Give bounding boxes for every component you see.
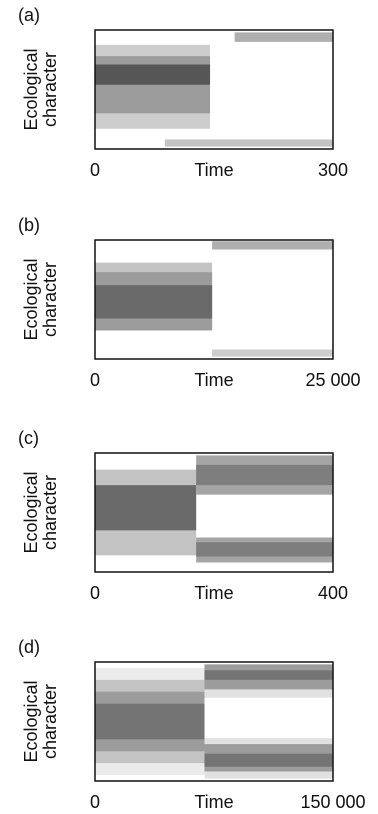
panel: (b) Ecological character Time 0 25 000 — [18, 215, 361, 390]
panel-label: (c) — [18, 428, 39, 448]
heat-cell — [234, 32, 333, 42]
y-axis-label: character — [40, 262, 60, 337]
y-axis-label: Ecological — [21, 258, 41, 340]
x-tick-label: 0 — [90, 370, 100, 390]
heat-cell — [212, 349, 333, 357]
heat-cell — [196, 542, 333, 557]
y-axis-label: Ecological — [21, 48, 41, 130]
x-axis-label: Time — [194, 370, 233, 390]
heat-cell — [95, 285, 213, 319]
plot-frame — [94, 29, 334, 150]
x-axis-label: Time — [194, 160, 233, 180]
y-axis-label: Ecological — [21, 680, 41, 762]
x-tick-label: 25 000 — [305, 370, 360, 390]
panel-label: (b) — [18, 215, 40, 235]
y-axis-label: character — [40, 684, 60, 759]
heat-cell — [196, 464, 333, 486]
x-tick-label: 300 — [318, 160, 348, 180]
panel-label: (a) — [18, 5, 40, 25]
x-axis-label: Time — [194, 792, 233, 812]
plot-frame — [94, 239, 334, 360]
plot-frame — [94, 661, 334, 782]
panel: (d) Ecological character Time 0 150 000 — [18, 637, 366, 812]
plot-frame — [94, 452, 334, 573]
y-axis-label: character — [40, 475, 60, 550]
x-axis-label: Time — [194, 583, 233, 603]
heat-cell — [164, 139, 333, 147]
heat-cell — [95, 703, 205, 740]
x-tick-label: 150 000 — [300, 792, 365, 812]
panel: (c) Ecological character Time 0 400 — [18, 428, 348, 603]
panel-label: (d) — [18, 637, 40, 657]
x-tick-label: 0 — [90, 160, 100, 180]
heat-cell — [212, 241, 333, 250]
heat-cell — [204, 753, 333, 767]
x-tick-label: 400 — [318, 583, 348, 603]
heat-cell — [204, 670, 333, 680]
x-tick-label: 0 — [90, 583, 100, 603]
heat-cell — [95, 64, 211, 85]
panel: (a) Ecological character Time 0 300 — [18, 5, 348, 180]
y-axis-label: Ecological — [21, 471, 41, 553]
heat-cell — [95, 485, 197, 531]
y-axis-label: character — [40, 52, 60, 127]
x-tick-label: 0 — [90, 792, 100, 812]
